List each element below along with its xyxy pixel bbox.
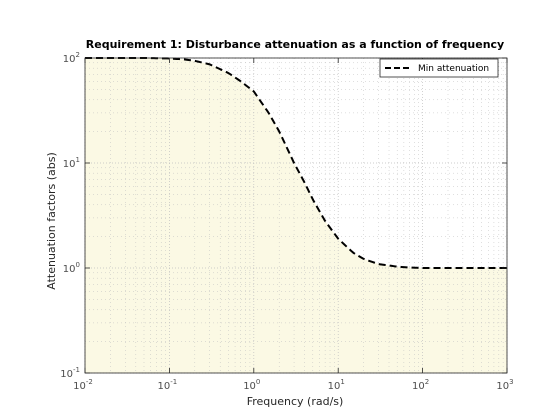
y-tick-label: 10-1 [60,366,80,380]
chart-title: Requirement 1: Disturbance attenuation a… [86,38,504,51]
y-tick-label: 102 [63,51,80,65]
legend: Min attenuation [379,58,499,78]
x-tick-label: 100 [243,378,260,392]
x-axis-label: Frequency (rad/s) [247,395,344,408]
legend-label-min-attenuation: Min attenuation [418,64,489,74]
legend-box [379,58,499,78]
y-axis-label: Attenuation factors (abs) [45,152,58,289]
plot-frame [84,57,508,374]
x-tick-label: 101 [328,378,345,392]
tick-marks [84,57,508,374]
x-tick-labels: 10-2 10-1 100 101 102 103 [73,378,513,392]
plot-area [84,57,508,374]
y-tick-labels: 10-1 100 101 102 [60,51,80,380]
y-tick-label: 101 [63,156,80,170]
shaded-region [85,58,507,373]
x-tick-label: 10-1 [158,378,178,392]
x-tick-label: 103 [496,378,513,392]
x-tick-label: 102 [412,378,429,392]
y-tick-label: 100 [63,261,80,275]
x-tick-label: 10-2 [73,378,93,392]
